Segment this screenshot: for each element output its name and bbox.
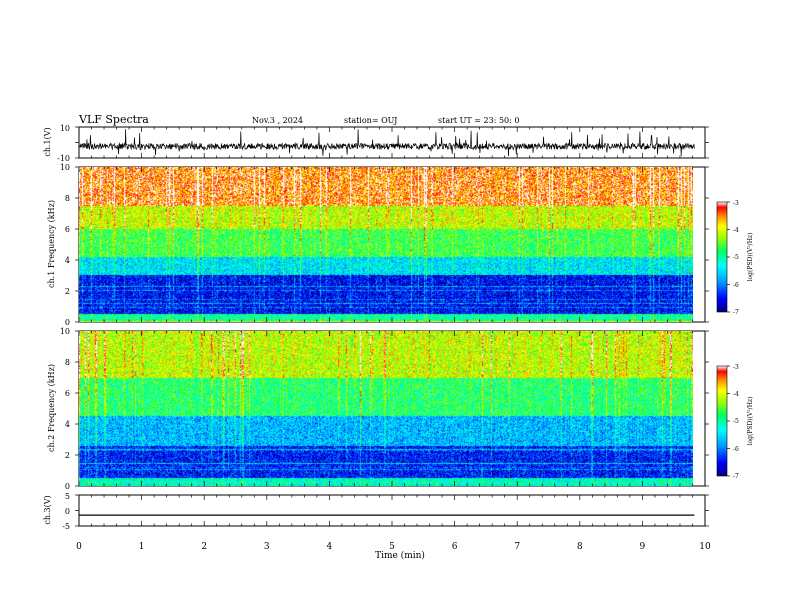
ch2-cbar-tick-m3: -3	[733, 364, 739, 371]
time-tick-10: 10	[699, 542, 711, 552]
ch2-ytick-10: 10	[60, 327, 70, 336]
ch2-ytick-0: 0	[65, 482, 70, 491]
ch1-ytick-6: 6	[65, 225, 70, 234]
ch2-spectrogram-ticks	[75, 330, 709, 487]
ch3-ytick-0: 0	[65, 507, 70, 516]
ch1-ytick-8: 8	[65, 194, 70, 203]
ch1-colorbar-label: log(PSD)(V²/Hz)	[747, 233, 754, 282]
ch3-waveform-ylabel: ch.3(V)	[43, 495, 52, 524]
time-tick-3: 3	[264, 542, 270, 552]
ch1-waveform-frame	[78, 126, 706, 159]
ch2-frequency-ticklabels: 0 2 4 6 8 10	[60, 327, 70, 491]
time-tick-7: 7	[514, 542, 520, 552]
ch1-ytick-bottom: -10	[57, 154, 70, 163]
ch1-cbar-tick-m3: -3	[733, 200, 739, 207]
ch3-waveform-panel: 5 0 -5 ch.3(V)	[43, 492, 709, 531]
ch1-spectrogram-image	[79, 167, 693, 322]
ch1-cbar-tick-m5: -5	[733, 254, 739, 261]
ch1-spectrogram-ylabel: ch.1 Frequency (kHz)	[47, 200, 56, 288]
ch2-ytick-6: 6	[65, 389, 70, 398]
ch1-cbar-tick-m6: -6	[733, 282, 739, 289]
ch2-ytick-4: 4	[65, 420, 70, 429]
ch1-waveform-panel: 10 -10 ch.1(V)	[43, 124, 709, 163]
time-tick-6: 6	[452, 542, 458, 552]
ch1-waveform-ticks	[75, 126, 709, 159]
ch1-cbar-tick-m4: -4	[733, 227, 739, 234]
time-tick-5: 5	[389, 542, 395, 552]
ch1-ytick-0: 0	[65, 318, 70, 327]
ch2-ytick-8: 8	[65, 358, 70, 367]
ch1-ytick-top: 10	[60, 124, 70, 133]
time-tick-8: 8	[577, 542, 583, 552]
ch1-waveform-ylabel: ch.1(V)	[43, 127, 52, 156]
ch3-ytick-m5: -5	[62, 522, 70, 531]
ch2-colorbar-ticks	[727, 365, 730, 477]
ch2-spectrogram-image	[79, 331, 693, 486]
ch1-colorbar-ticks	[727, 201, 730, 313]
ch1-cbar-tick-m7: -7	[733, 309, 739, 316]
ch1-spectrogram-ticks	[75, 166, 709, 323]
ch2-colorbar-label: log(PSD)(V²/Hz)	[747, 397, 754, 446]
ch1-frequency-ticklabels: 0 2 4 6 8 10	[60, 163, 70, 327]
time-axis: 0 1 2 3 4 5 6 7 8 9 10 Time (min)	[76, 542, 711, 561]
time-tick-1: 1	[139, 542, 145, 552]
ch1-spectrogram-panel: 0 2 4 6 8 10 ch.1 Frequency (kHz) -3 -4 …	[47, 163, 754, 327]
ch2-colorbar	[716, 365, 728, 477]
ch2-cbar-tick-m6: -6	[733, 446, 739, 453]
ch2-ytick-2: 2	[65, 451, 70, 460]
figure-title: VLF Spectra	[78, 113, 149, 126]
ch1-ytick-2: 2	[65, 287, 70, 296]
ch1-ytick-4: 4	[65, 256, 70, 265]
ch1-ytick-10: 10	[60, 163, 70, 172]
time-tick-9: 9	[640, 542, 646, 552]
time-axis-label: Time (min)	[375, 550, 425, 561]
ch1-waveform-trace	[78, 129, 695, 157]
date-label: Nov.3 , 2024	[252, 116, 303, 125]
ch3-waveform-ticks	[75, 494, 709, 527]
ch3-ytick-5: 5	[65, 492, 70, 501]
ch2-spectrogram-ylabel: ch.2 Frequency (kHz)	[47, 364, 56, 452]
time-tick-4: 4	[327, 542, 333, 552]
time-tick-0: 0	[76, 542, 82, 552]
ch2-cbar-tick-m5: -5	[733, 418, 739, 425]
start-time-label: start UT = 23: 50: 0	[438, 116, 519, 125]
time-tick-2: 2	[201, 542, 207, 552]
ch2-cbar-tick-m4: -4	[733, 391, 739, 398]
station-label: station= OUJ	[344, 116, 397, 125]
ch2-spectrogram-panel: 0 2 4 6 8 10 ch.2 Frequency (kHz) -3 -4 …	[47, 327, 754, 491]
ch2-cbar-tick-m7: -7	[733, 473, 739, 480]
ch1-colorbar	[716, 201, 728, 313]
